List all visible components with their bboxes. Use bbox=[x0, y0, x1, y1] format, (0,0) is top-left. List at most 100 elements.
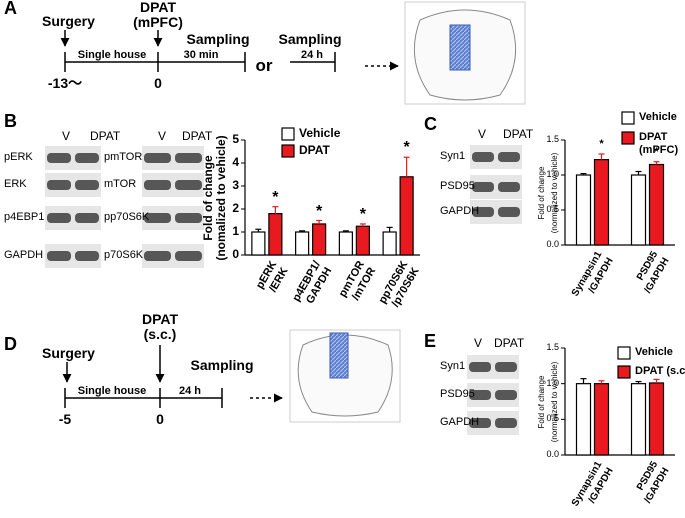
y-tick-label: 3 bbox=[232, 178, 239, 192]
legend-label: DPAT (mPFC) bbox=[639, 131, 679, 156]
blot-band bbox=[495, 362, 517, 372]
blot-band bbox=[144, 213, 171, 223]
bar bbox=[312, 223, 327, 256]
blot-label: p4EBP1 bbox=[4, 211, 45, 223]
timeline-a bbox=[60, 30, 399, 72]
label: DPAT (mPFC) bbox=[133, 0, 183, 30]
bar bbox=[575, 174, 592, 246]
label: Surgery bbox=[42, 13, 95, 29]
significance-mark: * bbox=[599, 138, 604, 150]
blot-band bbox=[144, 180, 171, 190]
timeline-d bbox=[62, 345, 283, 408]
panel-letter: E bbox=[424, 331, 437, 351]
blot-band bbox=[47, 213, 71, 223]
panel-letter: C bbox=[424, 114, 437, 134]
blot-band bbox=[472, 182, 494, 192]
y-tick-label: 2 bbox=[232, 201, 239, 215]
blot-label: ERK bbox=[4, 178, 27, 190]
y-axis-label: Fold of change (normalized to vehicle) bbox=[537, 152, 559, 233]
blot-band bbox=[472, 152, 494, 162]
bar bbox=[399, 176, 414, 256]
label: DPAT (s.c.) bbox=[141, 311, 179, 342]
legend-swatch bbox=[621, 111, 635, 125]
blot-band bbox=[495, 418, 517, 428]
brain-section-a bbox=[404, 1, 526, 105]
label: Sampling bbox=[190, 357, 254, 373]
y-tick-label: 1.0 bbox=[546, 169, 559, 179]
legend-swatch bbox=[621, 131, 635, 145]
bar bbox=[593, 159, 610, 246]
label: Sampling bbox=[278, 31, 342, 47]
blot-band bbox=[469, 390, 491, 400]
bar bbox=[382, 231, 397, 256]
blot-header: DPAT bbox=[503, 127, 534, 141]
blot-header: DPAT bbox=[494, 336, 525, 350]
blot-band bbox=[175, 180, 202, 190]
blot-band bbox=[75, 153, 99, 163]
blot-band bbox=[175, 251, 202, 261]
significance-mark: * bbox=[272, 188, 279, 206]
y-axis-label: Fold of change (normalized to vehicle) bbox=[537, 361, 559, 442]
bar bbox=[295, 231, 310, 256]
label: 30 min bbox=[183, 49, 219, 61]
legend-label: Vehicle bbox=[299, 126, 341, 140]
blot-band bbox=[469, 418, 491, 428]
blot-label: Syn1 bbox=[440, 150, 466, 162]
bar bbox=[355, 225, 370, 256]
blot-band bbox=[498, 207, 520, 217]
blot-label: Syn1 bbox=[440, 360, 466, 372]
bar bbox=[575, 383, 592, 456]
blot-band bbox=[144, 153, 171, 163]
bar bbox=[338, 231, 353, 256]
label: Surgery bbox=[42, 345, 95, 361]
blot-header: V bbox=[474, 336, 483, 350]
blot-label: p70S6K bbox=[104, 249, 144, 261]
blot-label: GAPDH bbox=[440, 205, 480, 217]
label: 24 h bbox=[300, 49, 324, 61]
blot-label: PSD95 bbox=[440, 388, 475, 400]
blot-band bbox=[175, 153, 202, 163]
y-tick-label: 0.0 bbox=[546, 239, 559, 249]
blot-label: mTOR bbox=[104, 178, 137, 190]
label: Sampling bbox=[186, 31, 250, 47]
label: Single house bbox=[77, 49, 147, 61]
panel-letter: B bbox=[4, 111, 17, 131]
blot-header: DPAT bbox=[182, 129, 213, 143]
blot-label: pp70S6K bbox=[104, 211, 150, 223]
blot-label: GAPDH bbox=[4, 249, 44, 261]
y-tick-label: 0.5 bbox=[546, 204, 559, 214]
brain-section-d bbox=[289, 329, 401, 423]
panel-letter: D bbox=[4, 334, 17, 354]
significance-mark: * bbox=[654, 145, 659, 158]
legend-label: DPAT (s.c.) bbox=[635, 365, 685, 377]
blot-header: V bbox=[62, 129, 71, 143]
legend-label: Vehicle bbox=[639, 111, 677, 123]
bar bbox=[648, 163, 665, 246]
y-tick-label: 0.0 bbox=[546, 449, 559, 459]
y-tick-label: 4 bbox=[232, 155, 239, 169]
bar bbox=[268, 213, 283, 256]
blot-label: GAPDH bbox=[440, 416, 480, 428]
bar bbox=[630, 383, 647, 456]
legend-label: DPAT bbox=[299, 143, 330, 157]
blot-label: PSD95 bbox=[440, 180, 475, 192]
blot-band bbox=[47, 180, 71, 190]
blot-header: V bbox=[158, 129, 167, 143]
bar bbox=[630, 174, 647, 246]
blot-band bbox=[469, 362, 491, 372]
blot-band bbox=[472, 207, 494, 217]
blot-label: pERK bbox=[4, 151, 33, 163]
bar bbox=[648, 382, 665, 456]
panel-letter: A bbox=[4, 0, 17, 18]
y-tick-label: 0 bbox=[232, 247, 239, 261]
blot-band bbox=[75, 251, 99, 261]
blot-header: V bbox=[478, 127, 487, 141]
label: 0 bbox=[154, 75, 162, 91]
label: -13〜 bbox=[47, 75, 83, 91]
label: Single house bbox=[77, 385, 147, 397]
y-tick-label: 5 bbox=[232, 132, 239, 146]
blot-label: pmTOR bbox=[104, 151, 143, 163]
label: -5 bbox=[58, 411, 72, 427]
legend-label: Vehicle bbox=[635, 346, 673, 358]
label: or bbox=[255, 56, 273, 75]
